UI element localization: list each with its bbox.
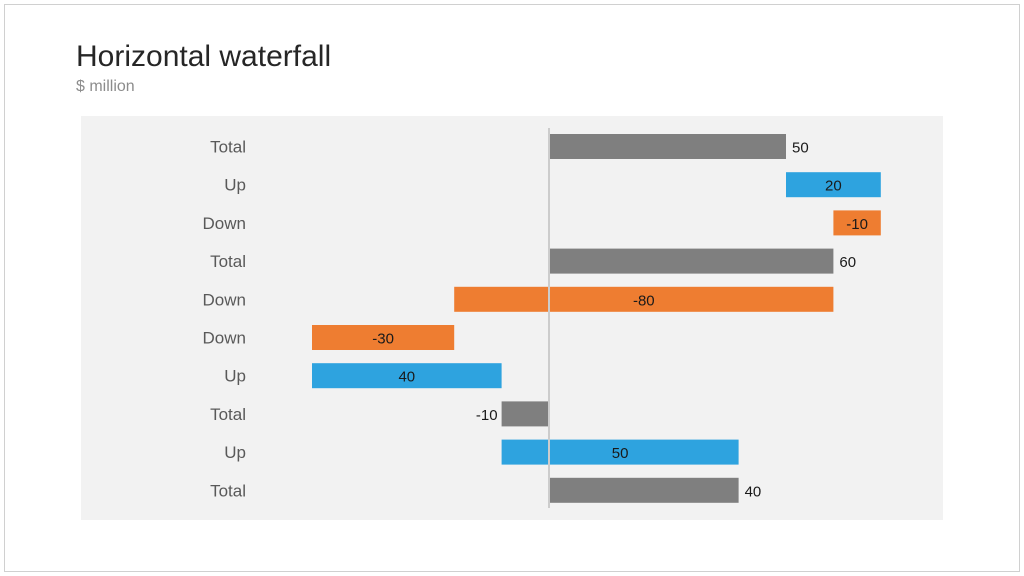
data-label: 60 <box>839 254 856 271</box>
data-label: 50 <box>612 445 629 462</box>
bar-up <box>786 172 881 198</box>
category-label: Down <box>203 214 246 233</box>
data-label: -10 <box>846 216 868 233</box>
data-label: 50 <box>792 140 809 157</box>
category-label: Down <box>203 290 246 309</box>
category-label: Up <box>224 176 246 195</box>
data-label: 20 <box>825 178 842 195</box>
bar-up <box>312 363 502 389</box>
category-label: Up <box>224 367 246 386</box>
bar-total <box>549 134 786 159</box>
data-label: -80 <box>633 292 655 309</box>
category-label: Down <box>203 329 246 348</box>
chart-title: Horizontal waterfall <box>76 40 332 73</box>
bar-total <box>549 248 834 274</box>
bar-total <box>549 477 739 503</box>
bar-total <box>501 401 549 427</box>
category-label: Up <box>224 443 246 462</box>
bar-down <box>312 325 455 350</box>
category-label: Total <box>210 481 246 500</box>
category-label: Total <box>210 138 246 157</box>
category-label: Total <box>210 405 246 424</box>
data-label: 40 <box>745 483 762 500</box>
data-label: -30 <box>372 331 394 348</box>
data-label: -10 <box>476 407 498 424</box>
category-label: Total <box>210 252 246 271</box>
chart-subtitle: $ million <box>76 78 135 95</box>
data-label: 40 <box>398 369 415 386</box>
bar-down <box>454 286 834 312</box>
bar-down <box>833 210 881 236</box>
bar-up <box>501 439 739 465</box>
